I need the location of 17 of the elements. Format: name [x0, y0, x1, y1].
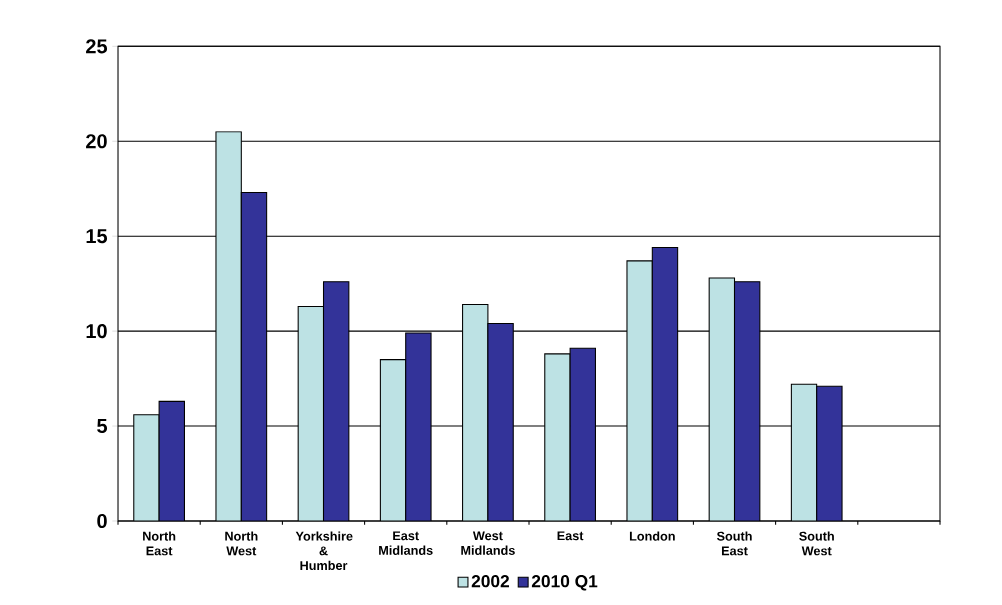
y-tick-label: 20	[86, 134, 107, 149]
x-tick-label: London	[629, 531, 675, 541]
x-tick-label: South West	[799, 531, 834, 556]
y-tick-label: 10	[86, 324, 107, 339]
x-tick-label: West Midlands	[461, 531, 515, 555]
legend-label: 2010 Q1	[531, 575, 598, 591]
y-tick-label: 25	[86, 39, 108, 54]
x-tick-label: Yorkshire & Humber	[295, 531, 353, 571]
y-tick-label: 15	[86, 229, 108, 244]
x-tick-label: East	[557, 531, 584, 541]
x-tick-label: South East	[716, 531, 752, 556]
x-tick-label: North East	[143, 531, 176, 556]
x-tick-label: North West	[225, 531, 258, 556]
legend-label: 2002	[471, 575, 510, 588]
y-tick-label: 5	[97, 419, 108, 434]
y-tick-label: 0	[97, 513, 107, 529]
x-tick-label: East Midlands	[379, 531, 433, 555]
